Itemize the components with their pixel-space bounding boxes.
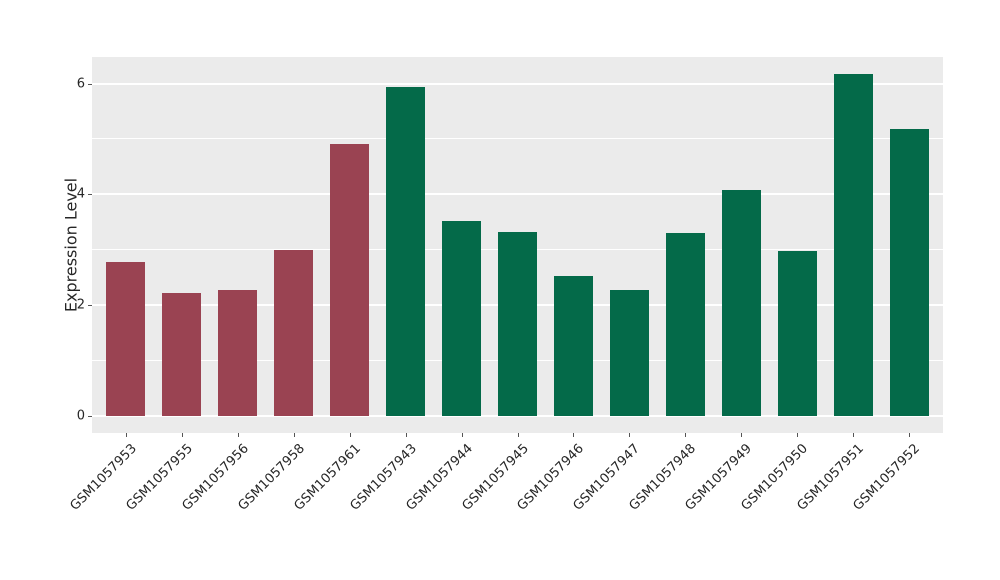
bar-GSM1057955 bbox=[161, 292, 202, 416]
y-tick-mark bbox=[88, 194, 92, 196]
bar-GSM1057953 bbox=[105, 262, 146, 416]
y-tick-mark bbox=[88, 415, 92, 417]
y-tick-label-2: 2 bbox=[76, 297, 85, 313]
bar-GSM1057952 bbox=[889, 128, 929, 416]
y-tick-mark bbox=[88, 83, 92, 85]
plot-area bbox=[92, 57, 943, 433]
bar-GSM1057961 bbox=[329, 143, 370, 416]
x-tick-mark bbox=[293, 433, 295, 437]
x-tick-mark bbox=[685, 433, 687, 437]
bar-GSM1057947 bbox=[609, 290, 650, 416]
bar-GSM1057945 bbox=[497, 231, 538, 416]
x-tick-mark bbox=[181, 433, 183, 437]
major-gridline bbox=[92, 82, 943, 85]
y-tick-label-4: 4 bbox=[76, 186, 85, 202]
bar-GSM1057946 bbox=[553, 276, 594, 416]
x-tick-mark bbox=[909, 433, 911, 437]
bar-GSM1057948 bbox=[665, 233, 706, 416]
bar-GSM1057949 bbox=[721, 189, 762, 416]
y-tick-label-6: 6 bbox=[76, 76, 85, 92]
bar-GSM1057950 bbox=[777, 250, 818, 416]
x-tick-mark bbox=[349, 433, 351, 437]
y-tick-label-0: 0 bbox=[76, 408, 85, 424]
x-tick-mark bbox=[405, 433, 407, 437]
major-gridline bbox=[92, 193, 943, 196]
bar-GSM1057944 bbox=[441, 220, 482, 416]
x-tick-mark bbox=[461, 433, 463, 437]
x-tick-mark bbox=[629, 433, 631, 437]
x-tick-mark bbox=[573, 433, 575, 437]
bar-GSM1057951 bbox=[833, 74, 873, 416]
minor-gridline bbox=[92, 138, 943, 140]
y-tick-mark bbox=[88, 305, 92, 307]
x-tick-mark bbox=[125, 433, 127, 437]
bar-GSM1057943 bbox=[385, 86, 426, 416]
major-gridline bbox=[92, 414, 943, 417]
x-tick-mark bbox=[741, 433, 743, 437]
x-tick-mark bbox=[853, 433, 855, 437]
bar-GSM1057958 bbox=[273, 250, 314, 416]
x-tick-mark bbox=[237, 433, 239, 437]
x-tick-mark bbox=[517, 433, 519, 437]
bar-GSM1057956 bbox=[217, 289, 258, 416]
x-tick-mark bbox=[797, 433, 799, 437]
